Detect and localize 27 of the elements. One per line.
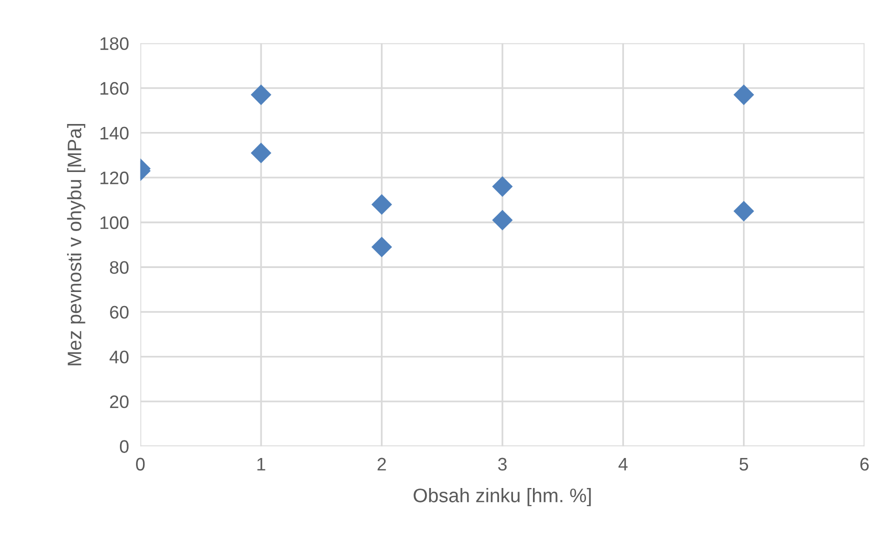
y-tick-label: 80 bbox=[110, 261, 129, 274]
y-tick-label: 0 bbox=[120, 440, 129, 453]
x-tick-label: 0 bbox=[136, 458, 145, 471]
point bbox=[250, 84, 272, 106]
y-tick-label: 160 bbox=[100, 82, 129, 95]
x-tick-label: 6 bbox=[860, 458, 869, 471]
x-tick-label: 1 bbox=[257, 458, 266, 470]
point bbox=[250, 142, 272, 164]
point bbox=[371, 194, 392, 215]
y-axis-title: Mez pevnosti v ohybu [MPa] bbox=[67, 124, 86, 366]
y-tick-label: 120 bbox=[100, 172, 129, 184]
y-tick-label: 100 bbox=[100, 216, 129, 230]
x-tick-label: 4 bbox=[618, 458, 628, 470]
y-tick-label: 60 bbox=[110, 306, 129, 319]
point bbox=[734, 200, 754, 222]
point bbox=[734, 84, 754, 106]
y-tick-label: 40 bbox=[110, 350, 129, 364]
y-tick-label: 140 bbox=[100, 126, 129, 140]
x-tick-label: 5 bbox=[740, 458, 748, 471]
x-tick-label: 3 bbox=[498, 458, 507, 471]
point bbox=[371, 236, 392, 258]
point bbox=[492, 210, 513, 230]
y-tick-label: 20 bbox=[110, 395, 129, 408]
x-axis-title: Obsah zinku [hm. %] bbox=[414, 488, 591, 506]
x-tick-label: 2 bbox=[378, 458, 386, 470]
y-tick-label: 180 bbox=[100, 37, 129, 50]
point bbox=[492, 176, 513, 197]
